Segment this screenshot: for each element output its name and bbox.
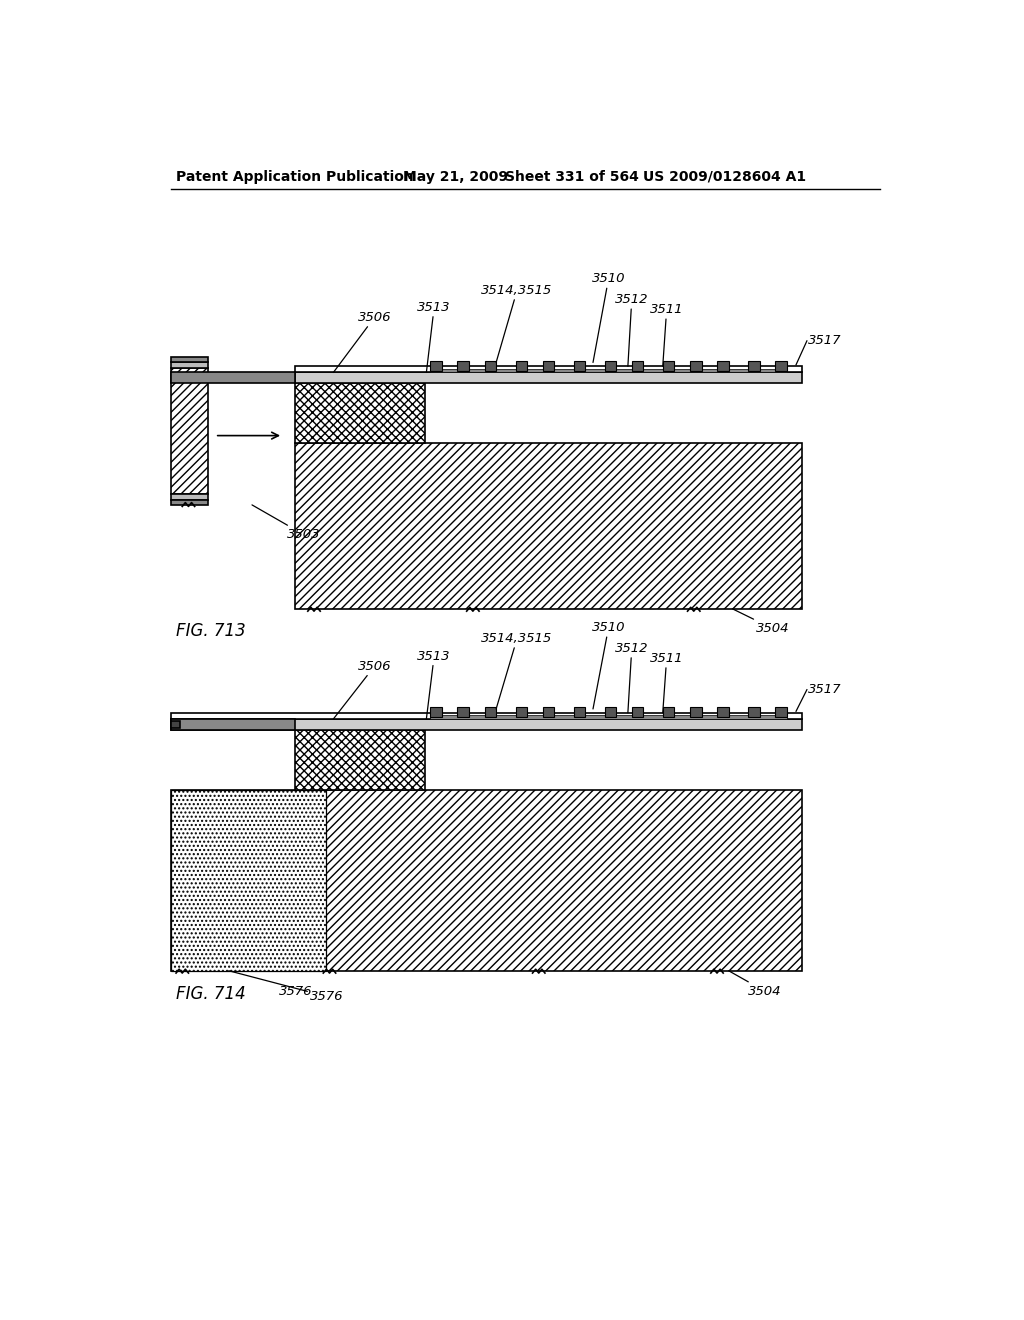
Text: Patent Application Publication: Patent Application Publication xyxy=(176,170,414,183)
Text: 3506: 3506 xyxy=(334,660,391,719)
Bar xyxy=(515,708,527,718)
Bar xyxy=(171,789,802,970)
Text: 3510: 3510 xyxy=(592,622,626,709)
Bar xyxy=(295,444,802,609)
Bar xyxy=(295,367,802,372)
Bar xyxy=(171,494,208,500)
Text: 3512: 3512 xyxy=(615,642,648,713)
Bar xyxy=(430,708,442,718)
Bar xyxy=(171,500,208,506)
Bar xyxy=(484,360,496,371)
Text: 3512: 3512 xyxy=(615,293,648,367)
Bar xyxy=(171,719,802,730)
Bar xyxy=(775,708,786,718)
Text: 3504: 3504 xyxy=(729,970,781,998)
Bar xyxy=(775,360,786,371)
Text: 3517: 3517 xyxy=(809,334,842,347)
Bar xyxy=(430,360,442,371)
Text: 3514,3515: 3514,3515 xyxy=(481,632,553,709)
Bar xyxy=(430,715,786,719)
Text: 3511: 3511 xyxy=(650,652,683,713)
Text: 3511: 3511 xyxy=(650,304,683,367)
Bar xyxy=(717,360,729,371)
Text: 3576: 3576 xyxy=(228,970,344,1003)
Bar xyxy=(171,789,326,970)
Text: 3504: 3504 xyxy=(732,609,790,635)
Bar xyxy=(690,708,701,718)
Bar xyxy=(171,372,295,383)
Bar xyxy=(430,368,786,372)
Text: FIG. 713: FIG. 713 xyxy=(176,622,246,640)
Text: 3513: 3513 xyxy=(418,301,451,372)
Bar xyxy=(515,360,527,371)
Text: 3514,3515: 3514,3515 xyxy=(481,284,553,363)
Bar xyxy=(543,708,554,718)
Text: 3503: 3503 xyxy=(252,506,321,541)
Text: FIG. 714: FIG. 714 xyxy=(176,985,246,1003)
Text: Sheet 331 of 564: Sheet 331 of 564 xyxy=(506,170,639,183)
Bar xyxy=(573,360,586,371)
Text: May 21, 2009: May 21, 2009 xyxy=(403,170,508,183)
Text: 3513: 3513 xyxy=(418,649,451,719)
Bar xyxy=(690,360,701,371)
Text: 3517: 3517 xyxy=(809,684,842,696)
Bar xyxy=(604,708,616,718)
Text: 3510: 3510 xyxy=(592,272,626,363)
Text: 3576: 3576 xyxy=(280,985,312,998)
Bar xyxy=(717,708,729,718)
Bar xyxy=(171,721,180,729)
Bar xyxy=(663,360,675,371)
Bar xyxy=(748,708,760,718)
Bar xyxy=(295,372,802,383)
Bar xyxy=(171,368,208,494)
Bar xyxy=(171,719,295,730)
Text: US 2009/0128604 A1: US 2009/0128604 A1 xyxy=(643,170,807,183)
Bar xyxy=(458,708,469,718)
Bar xyxy=(748,360,760,371)
Bar xyxy=(295,730,425,789)
Bar xyxy=(458,360,469,371)
Bar xyxy=(171,362,208,368)
Bar xyxy=(573,708,586,718)
Bar xyxy=(171,713,802,719)
Bar xyxy=(632,708,643,718)
Bar xyxy=(663,708,675,718)
Bar xyxy=(484,708,496,718)
Bar xyxy=(632,360,643,371)
Bar xyxy=(604,360,616,371)
Bar xyxy=(543,360,554,371)
Text: 3506: 3506 xyxy=(334,312,391,372)
Bar xyxy=(295,383,425,444)
Bar xyxy=(171,358,208,362)
